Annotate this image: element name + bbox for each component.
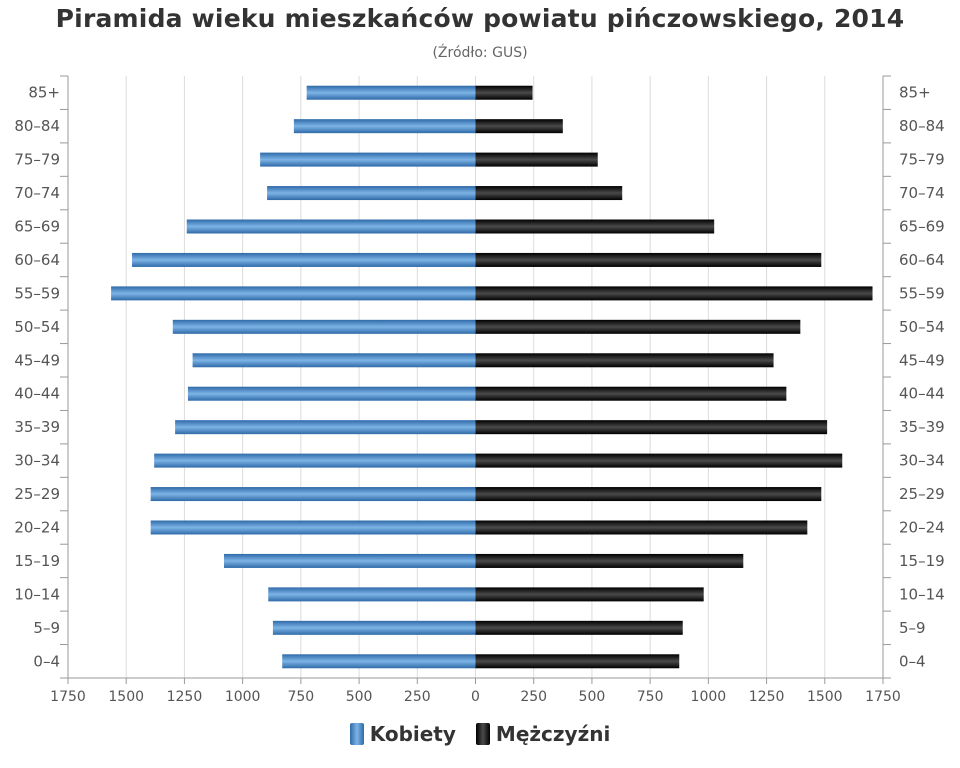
- bar-men[interactable]: [475, 252, 822, 267]
- category-label-right: 65–69: [899, 218, 945, 236]
- bar-men[interactable]: [475, 219, 715, 234]
- category-label-right: 60–64: [899, 251, 945, 269]
- x-tick-label: 1250: [167, 689, 203, 705]
- category-label-right: 35–39: [899, 418, 945, 436]
- category-label-left: 20–24: [14, 519, 60, 537]
- bar-men[interactable]: [475, 386, 787, 401]
- category-label-right: 50–54: [899, 318, 945, 336]
- legend-swatch-women: [349, 723, 364, 745]
- bar-men[interactable]: [475, 353, 774, 368]
- x-tick-label: 1000: [691, 689, 727, 705]
- bar-women[interactable]: [187, 386, 476, 401]
- category-label-left: 65–69: [14, 218, 60, 236]
- bar-women[interactable]: [293, 119, 476, 134]
- bar-women[interactable]: [224, 553, 476, 568]
- bar-men[interactable]: [475, 152, 598, 167]
- x-tick-label: 250: [520, 689, 547, 705]
- category-label-left: 30–34: [14, 452, 60, 470]
- category-label-left: 80–84: [14, 117, 60, 135]
- category-label-left: 60–64: [14, 251, 60, 269]
- legend-label-men: Mężczyźni: [495, 722, 611, 746]
- bar-women[interactable]: [306, 85, 476, 100]
- x-tick-label: 1250: [749, 689, 785, 705]
- bar-women[interactable]: [192, 353, 476, 368]
- bar-men[interactable]: [475, 553, 744, 568]
- category-label-left: 70–74: [14, 184, 60, 202]
- category-label-right: 45–49: [899, 351, 945, 369]
- bar-women[interactable]: [267, 186, 476, 201]
- legend-item-women[interactable]: Kobiety: [349, 722, 456, 746]
- category-label-right: 25–29: [899, 485, 945, 503]
- category-label-right: 55–59: [899, 284, 945, 302]
- bar-men[interactable]: [475, 420, 828, 435]
- legend: Kobiety Mężczyźni: [0, 722, 960, 746]
- bar-women[interactable]: [132, 252, 476, 267]
- category-label-right: 75–79: [899, 151, 945, 169]
- x-tick-label: 750: [637, 689, 664, 705]
- chart-title: Piramida wieku mieszkańców powiatu pińcz…: [55, 4, 905, 33]
- category-label-left: 15–19: [14, 552, 60, 570]
- chart-subtitle: (Źródło: GUS): [432, 45, 528, 61]
- bar-women[interactable]: [154, 453, 476, 468]
- category-label-left: 85+: [28, 84, 60, 102]
- bar-women[interactable]: [150, 487, 476, 502]
- category-label-right: 5–9: [899, 619, 926, 637]
- x-tick-label: 1500: [807, 689, 843, 705]
- x-tick-label: 500: [346, 689, 373, 705]
- category-label-right: 70–74: [899, 184, 945, 202]
- category-label-left: 25–29: [14, 485, 60, 503]
- category-label-left: 45–49: [14, 351, 60, 369]
- category-label-right: 85+: [899, 84, 931, 102]
- category-label-left: 55–59: [14, 284, 60, 302]
- bar-men[interactable]: [475, 487, 822, 502]
- bar-men[interactable]: [475, 654, 680, 669]
- category-label-left: 0–4: [33, 652, 60, 670]
- category-label-left: 5–9: [33, 619, 60, 637]
- bar-men[interactable]: [475, 520, 808, 535]
- bar-women[interactable]: [150, 520, 476, 535]
- x-tick-label: 500: [579, 689, 606, 705]
- category-label-right: 80–84: [899, 117, 945, 135]
- bar-women[interactable]: [172, 319, 476, 334]
- category-label-right: 20–24: [899, 519, 945, 537]
- x-tick-label: 1750: [50, 689, 86, 705]
- bar-men[interactable]: [475, 186, 623, 201]
- category-label-left: 10–14: [14, 585, 60, 603]
- legend-item-men[interactable]: Mężczyźni: [475, 722, 611, 746]
- bar-women[interactable]: [282, 654, 476, 669]
- category-label-right: 10–14: [899, 585, 945, 603]
- legend-swatch-men: [475, 723, 490, 745]
- bar-men[interactable]: [475, 453, 843, 468]
- bar-men[interactable]: [475, 286, 873, 301]
- category-label-left: 50–54: [14, 318, 60, 336]
- bar-women[interactable]: [260, 152, 476, 167]
- x-tick-label: 750: [287, 689, 314, 705]
- x-tick-label: 0: [471, 689, 480, 705]
- bar-men[interactable]: [475, 119, 563, 134]
- category-label-right: 15–19: [899, 552, 945, 570]
- bar-women[interactable]: [272, 620, 476, 635]
- bar-women[interactable]: [175, 420, 476, 435]
- bar-men[interactable]: [475, 319, 801, 334]
- x-tick-label: 1000: [225, 689, 261, 705]
- bar-women[interactable]: [268, 587, 476, 602]
- category-label-right: 0–4: [899, 652, 926, 670]
- category-label-left: 40–44: [14, 385, 60, 403]
- category-label-left: 35–39: [14, 418, 60, 436]
- bar-men[interactable]: [475, 85, 533, 100]
- x-tick-label: 1500: [108, 689, 144, 705]
- category-label-right: 40–44: [899, 385, 945, 403]
- x-tick-label: 1750: [865, 689, 901, 705]
- bar-men[interactable]: [475, 587, 704, 602]
- category-label-right: 30–34: [899, 452, 945, 470]
- bar-women[interactable]: [186, 219, 476, 234]
- category-label-left: 75–79: [14, 151, 60, 169]
- x-tick-label: 250: [404, 689, 431, 705]
- bar-women[interactable]: [111, 286, 476, 301]
- bar-men[interactable]: [475, 620, 683, 635]
- legend-label-women: Kobiety: [369, 722, 456, 746]
